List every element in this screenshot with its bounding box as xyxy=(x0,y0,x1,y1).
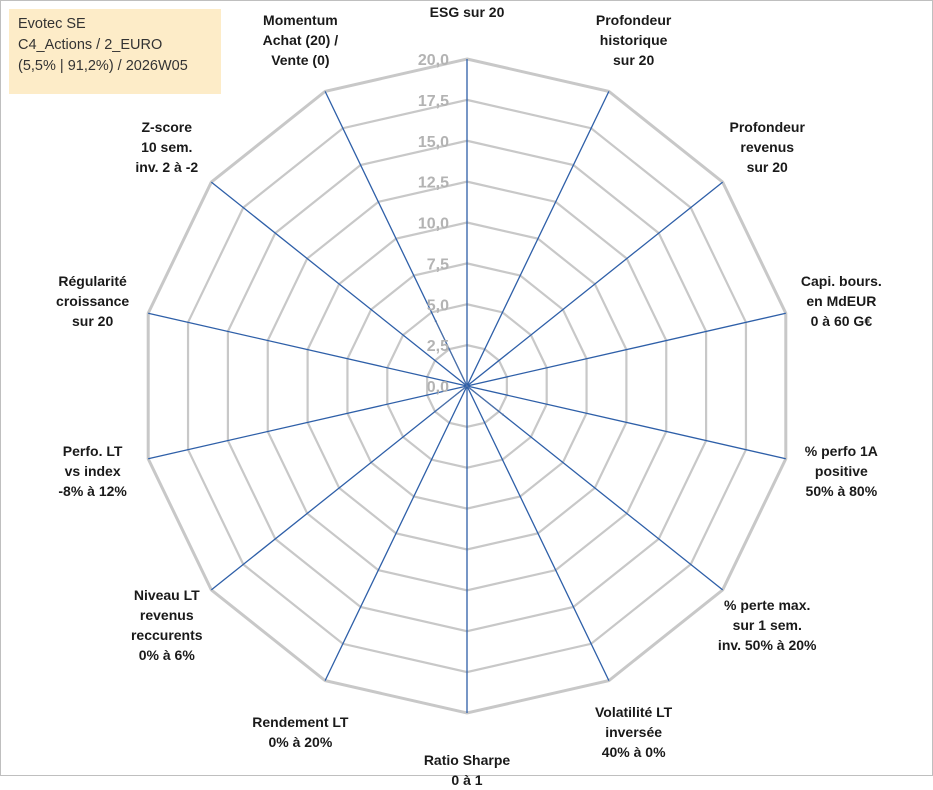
axis-spoke-7 xyxy=(466,385,610,681)
axis-spoke-4 xyxy=(466,312,786,387)
data-point-14 xyxy=(434,320,437,323)
axis-label-line: Capi. bours. xyxy=(800,272,882,289)
axis-label-line: inv. 2 à -2 xyxy=(135,158,199,175)
axis-label-line: Achat (20) / xyxy=(262,32,339,49)
axis-label-line: % perfo 1A xyxy=(804,443,878,460)
axis-spoke-5 xyxy=(466,385,786,460)
axis-label-line: Niveau LT xyxy=(133,587,200,604)
axis-label-14: Momentum Achat (20) / Vente (0) xyxy=(263,10,338,70)
axis-label-line: sur 20 xyxy=(71,312,114,329)
axis-label-line: Vente (0) xyxy=(271,52,330,69)
company-name: Evotec SE xyxy=(18,16,86,32)
axis-label-line: Ratio Sharpe xyxy=(423,752,511,768)
tick-label: 7,5 xyxy=(427,256,449,273)
axis-spoke-11 xyxy=(148,385,468,460)
axis-label-line: sur 20 xyxy=(746,158,788,175)
tick-label: 17,5 xyxy=(418,93,449,110)
axis-label-11: Perfo. LT vs index -8% à 12% xyxy=(58,441,126,501)
axis-label-line: Profondeur xyxy=(595,12,672,29)
data-point-10 xyxy=(434,410,437,413)
axis-label-3: Profondeur revenus sur 20 xyxy=(729,117,804,177)
axis-label-line: Z-score xyxy=(141,118,193,135)
axis-label-line: 10 sem. xyxy=(141,138,193,155)
axis-label-4: Capi. bours. en MdEUR 0 à 60 G€ xyxy=(801,271,882,331)
axis-spoke-10 xyxy=(210,385,468,591)
axis-spoke-13 xyxy=(210,181,468,387)
axis-label-7: Volatilité LT inversée 40% à 0% xyxy=(595,702,672,762)
axis-label-12: Régularité croissance sur 20 xyxy=(56,271,129,331)
axis-label-line: historique xyxy=(599,32,668,49)
axis-label-line: Perfo. LT xyxy=(62,443,123,460)
axis-label-line: Profondeur xyxy=(729,118,805,135)
axis-label-9: Rendement LT 0% à 20% xyxy=(252,712,348,752)
axis-label-line: sur 1 sem. xyxy=(732,617,802,634)
axis-label-line: inv. 50% à 20% xyxy=(717,637,817,654)
axis-label-line: -8% à 12% xyxy=(58,483,127,500)
axis-label-line: Momentum xyxy=(263,12,338,29)
data-point-13 xyxy=(466,385,468,387)
axis-label-line: % perte max. xyxy=(724,597,811,614)
axis-label-line: en MdEUR xyxy=(806,292,877,309)
axis-label-line: sur 20 xyxy=(612,52,655,69)
axis-label-line: revenus xyxy=(139,607,194,624)
axis-label-10: Niveau LT revenus reccurents 0% à 6% xyxy=(131,585,203,665)
axis-label-line: croissance xyxy=(56,292,130,309)
axis-label-line: inversée xyxy=(605,723,663,740)
tick-label: 20,0 xyxy=(418,52,449,69)
axis-label-8: Ratio Sharpe 0 à 1 xyxy=(424,750,510,790)
axis-label-2: Profondeur historique sur 20 xyxy=(596,10,671,70)
axis-label-line: positive xyxy=(814,463,868,480)
data-point-6 xyxy=(501,413,504,416)
portfolio-category: C4_Actions / 2_EURO xyxy=(18,37,163,53)
tick-label: 0,0 xyxy=(427,379,449,396)
axis-label-line: 0% à 20% xyxy=(268,733,333,750)
axis-label-line: reccurents xyxy=(130,627,203,644)
axis-label-5: % perfo 1A positive 50% à 80% xyxy=(805,441,878,501)
axis-label-line: 0 à 1 xyxy=(451,772,483,788)
axis-label-6: % perte max. sur 1 sem. inv. 50% à 20% xyxy=(718,595,817,655)
tick-label: 10,0 xyxy=(418,216,449,233)
axis-label-line: Régularité xyxy=(58,272,127,289)
score-period: (5,5% | 91,2%) / 2026W05 xyxy=(18,58,188,74)
tick-label: 5,0 xyxy=(427,297,449,314)
info-box: Evotec SE C4_Actions / 2_EURO (5,5% | 91… xyxy=(9,9,221,94)
axis-label-line: vs index xyxy=(64,463,121,480)
axis-label-line: Rendement LT xyxy=(252,713,349,730)
tick-label: 12,5 xyxy=(418,175,449,192)
axis-label-line: ESG sur 20 xyxy=(429,4,505,20)
axis-label-1: NoteESG sur 20 xyxy=(430,0,505,22)
tick-label: 15,0 xyxy=(418,134,449,151)
axis-label-line: revenus xyxy=(740,138,795,155)
axis-spoke-9 xyxy=(324,385,468,681)
axis-label-line: 40% à 0% xyxy=(601,743,666,760)
axis-spoke-12 xyxy=(148,312,468,387)
axis-spoke-3 xyxy=(466,181,724,387)
axis-spoke-6 xyxy=(466,385,724,591)
axis-label-13: Z-score 10 sem. inv. 2 à -2 xyxy=(135,117,198,177)
axis-label-line: 50% à 80% xyxy=(805,483,878,500)
axis-label-line: Volatilité LT xyxy=(594,703,673,720)
axis-spoke-2 xyxy=(466,91,610,387)
axis-label-line: 0% à 6% xyxy=(138,647,195,664)
tick-label: 2,5 xyxy=(427,338,449,355)
axis-label-line: 0 à 60 G€ xyxy=(810,312,873,329)
